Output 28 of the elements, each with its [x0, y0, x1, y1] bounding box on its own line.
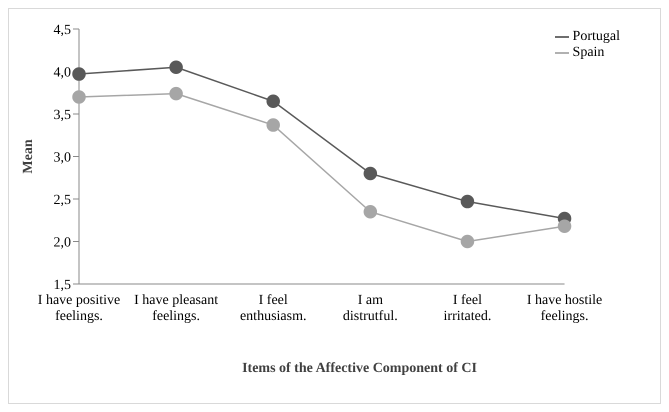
y-tick-label: 2,5 — [54, 192, 71, 208]
y-axis-title: Mean — [20, 139, 36, 174]
point — [460, 234, 474, 248]
point — [558, 219, 572, 233]
point — [169, 60, 183, 74]
y-tick-label: 1,5 — [54, 278, 71, 293]
point — [72, 67, 86, 81]
y-tick-label: 4,5 — [54, 22, 71, 38]
x-tick-label: I feel irritated. — [444, 293, 492, 324]
y-tick-label: 3,0 — [54, 150, 71, 166]
x-axis-title: Items of the Affective Component of CI — [241, 361, 478, 377]
y-tick-label: 3,5 — [54, 108, 71, 123]
y-tick-label: 4,0 — [54, 65, 71, 80]
x-tick-label: I am distrutful. — [342, 293, 398, 324]
point — [266, 118, 280, 132]
x-tick-label: I feel enthusiasm. — [240, 293, 306, 324]
y-tick-label: 2,0 — [54, 235, 71, 250]
point — [364, 166, 378, 180]
point — [364, 205, 378, 218]
x-tick-label: I have pleasant feelings. — [134, 293, 218, 324]
x-tick-label: I have positive feelings. — [38, 293, 120, 324]
point — [460, 194, 474, 208]
legend-label: Portugal — [572, 29, 620, 44]
point — [169, 86, 183, 100]
point — [72, 90, 86, 104]
point — [266, 94, 280, 108]
x-tick-label: I have hostile feelings. — [526, 293, 602, 324]
legend-label: Spain — [572, 45, 604, 60]
